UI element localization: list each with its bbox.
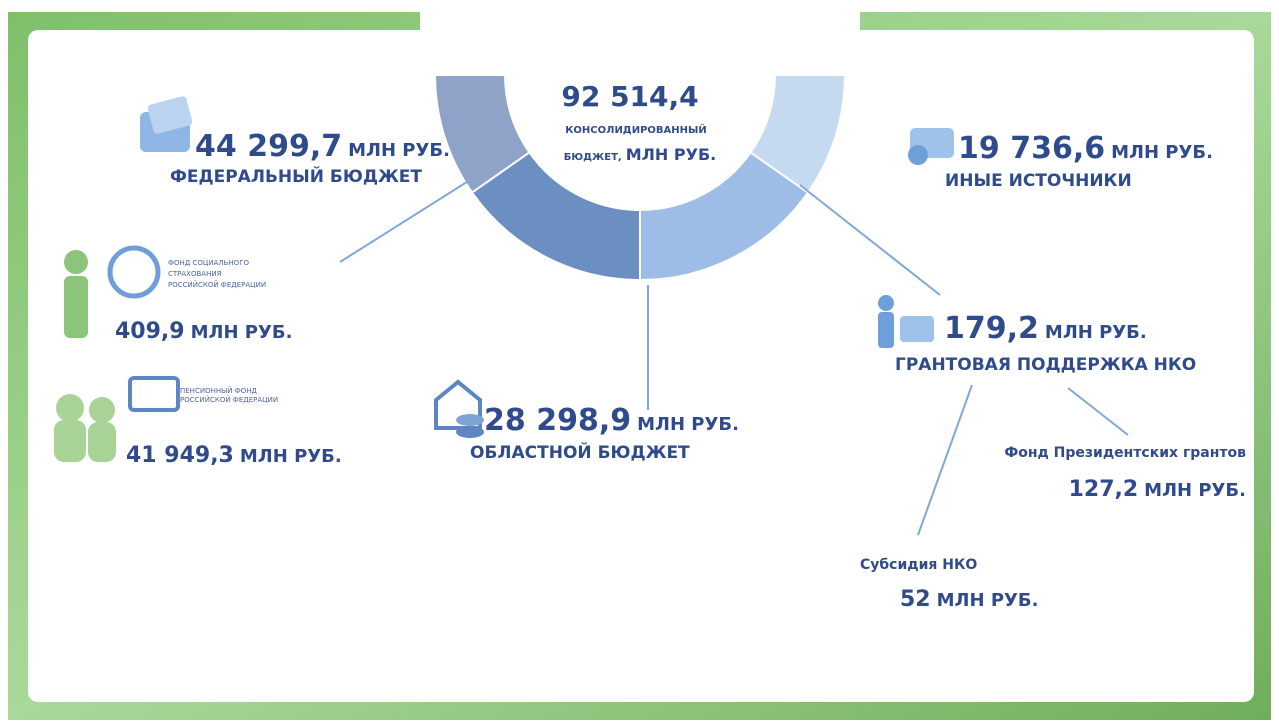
grants-unit: МЛН РУБ. <box>1045 322 1147 343</box>
house-icon <box>434 379 482 430</box>
person-icon <box>64 250 88 274</box>
fss-logo-text: СТРАХОВАНИЯ <box>168 270 222 278</box>
connectors <box>339 179 1129 536</box>
regional-value: 28 298,9 <box>484 403 631 438</box>
fss-unit: МЛН РУБ. <box>191 322 293 343</box>
grants-label: ГРАНТОВАЯ ПОДДЕРЖКА НКО <box>895 355 1196 375</box>
federal-amount: 44 299,7 МЛН РУБ. <box>195 129 450 164</box>
fss-logo <box>107 245 161 299</box>
donut-cut <box>420 0 860 42</box>
connector <box>917 384 973 536</box>
person-icon <box>64 276 88 338</box>
connector <box>799 184 941 296</box>
connector <box>1067 387 1129 436</box>
other-amount: 19 736,6 МЛН РУБ. <box>958 131 1213 166</box>
fss-logo-text: РОССИЙСКОЙ ФЕДЕРАЦИИ <box>168 280 266 289</box>
person-icon <box>878 312 894 348</box>
elder-icon <box>89 397 115 423</box>
presidential-label: Фонд Президентских грантов <box>1004 445 1246 461</box>
elder-icon <box>88 422 116 462</box>
coins-icon <box>456 426 484 438</box>
subsidy-unit: МЛН РУБ. <box>937 590 1039 611</box>
pfr-logo-text: РОССИЙСКОЙ ФЕДЕРАЦИИ <box>180 395 278 404</box>
regional-unit: МЛН РУБ. <box>637 414 739 435</box>
federal-value: 44 299,7 <box>195 129 342 164</box>
regional-label: ОБЛАСТНОЙ БЮДЖЕТ <box>470 441 690 463</box>
person-icon <box>878 295 894 311</box>
donut-segment <box>749 74 847 194</box>
regional-amount: 28 298,9 МЛН РУБ. <box>484 403 739 438</box>
subsidy-amount: 52 МЛН РУБ. <box>900 587 1038 612</box>
other-unit: МЛН РУБ. <box>1111 142 1213 163</box>
federal-unit: МЛН РУБ. <box>348 140 450 161</box>
pfr-logo-text: ПЕНСИОННЫЙ ФОНД <box>180 386 258 395</box>
grants-value: 179,2 <box>944 311 1039 346</box>
fss-amount: 409,9 МЛН РУБ. <box>115 319 292 344</box>
center-unit: МЛН РУБ. <box>626 145 717 164</box>
coins-icon <box>456 414 484 426</box>
elder-icon <box>56 394 84 422</box>
presidential-unit: МЛН РУБ. <box>1144 480 1246 501</box>
center-label: БЮДЖЕТ, МЛН РУБ. <box>564 145 716 164</box>
federal-label: ФЕДЕРАЛЬНЫЙ БЮДЖЕТ <box>170 165 422 187</box>
center-label: КОНСОЛИДИРОВАННЫЙ <box>565 123 707 136</box>
other-value: 19 736,6 <box>958 131 1105 166</box>
pfr-unit: МЛН РУБ. <box>240 446 342 467</box>
fss-logo-text: ФОНД СОЦИАЛЬНОГО <box>168 259 249 267</box>
connector <box>339 179 471 263</box>
fss-value: 409,9 <box>115 319 185 344</box>
pfr-logo <box>128 376 180 412</box>
other-label: ИНЫЕ ИСТОЧНИКИ <box>945 171 1132 191</box>
check-icon <box>908 145 928 165</box>
half-donut <box>420 0 860 282</box>
pfr-amount: 41 949,3 МЛН РУБ. <box>126 443 342 468</box>
pfr-value: 41 949,3 <box>126 443 234 468</box>
center-label: БЮДЖЕТ, <box>564 152 622 163</box>
panel <box>28 30 1254 702</box>
case-icon <box>900 316 934 342</box>
grants-amount: 179,2 МЛН РУБ. <box>944 311 1147 346</box>
presidential-value: 127,2 <box>1069 477 1139 502</box>
subsidy-label: Субсидия НКО <box>860 557 977 573</box>
card-icon <box>147 96 193 134</box>
elder-icon <box>54 420 86 462</box>
subsidy-value: 52 <box>900 587 931 612</box>
center-value: 92 514,4 <box>561 80 698 113</box>
presidential-amount: 127,2 МЛН РУБ. <box>1069 477 1246 502</box>
